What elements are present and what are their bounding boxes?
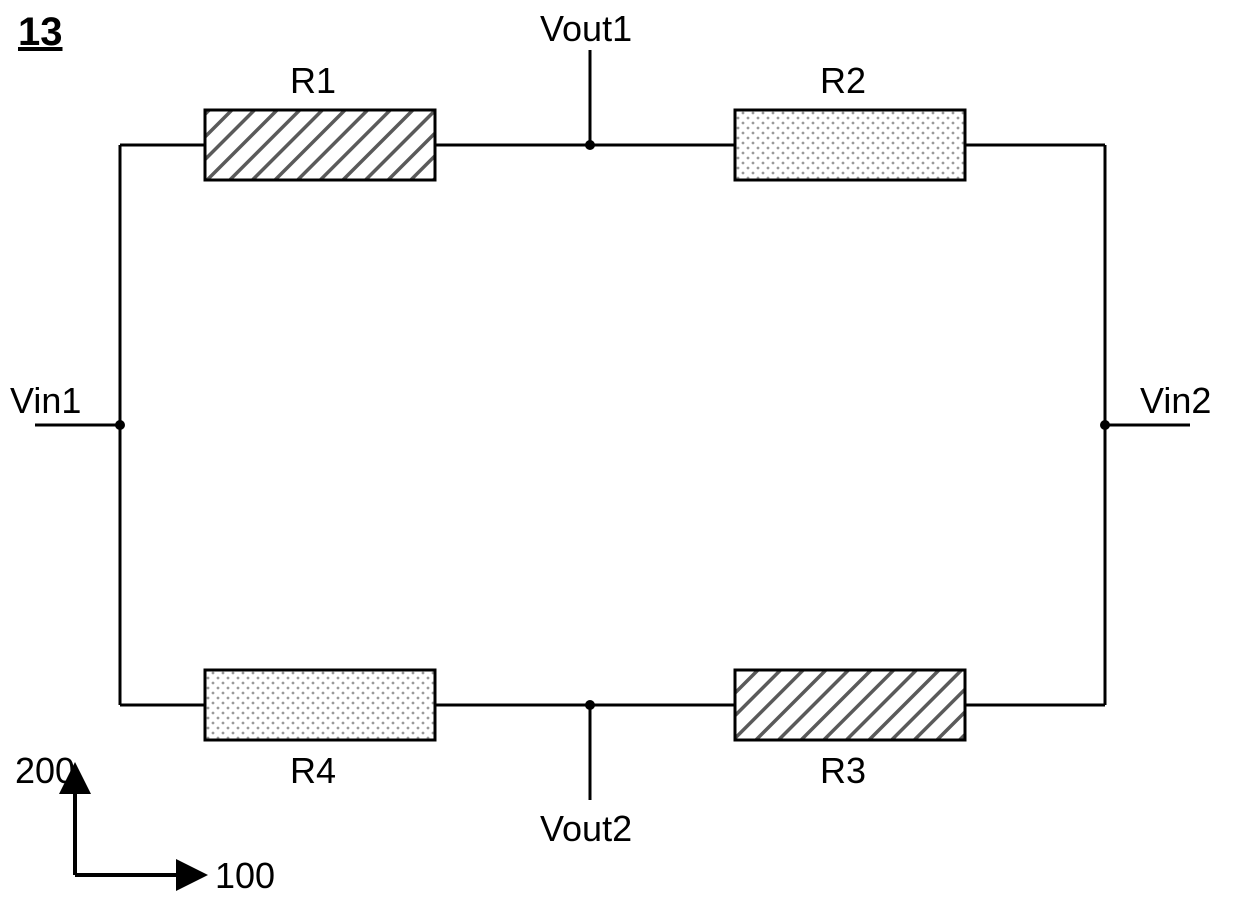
vout1-label: Vout1 [540, 8, 632, 50]
node [585, 700, 595, 710]
vin2-label: Vin2 [1140, 380, 1211, 422]
circuit-diagram [0, 0, 1239, 907]
r2-label: R2 [820, 60, 866, 102]
r1-label: R1 [290, 60, 336, 102]
node [1100, 420, 1110, 430]
r4-label: R4 [290, 750, 336, 792]
resistor-r2 [735, 110, 965, 180]
node [585, 140, 595, 150]
resistor-r4 [205, 670, 435, 740]
vout2-label: Vout2 [540, 808, 632, 850]
figure-number: 13 [18, 10, 63, 55]
x-axis-label: 100 [215, 855, 275, 897]
vin1-label: Vin1 [10, 380, 81, 422]
resistor-r1 [205, 110, 435, 180]
y-axis-label: 200 [15, 750, 75, 792]
r3-label: R3 [820, 750, 866, 792]
resistor-r3 [735, 670, 965, 740]
node [115, 420, 125, 430]
